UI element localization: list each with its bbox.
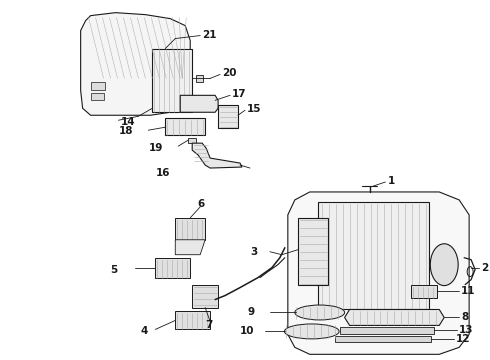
Text: 15: 15 (247, 104, 262, 114)
Text: 21: 21 (202, 30, 217, 40)
Polygon shape (91, 93, 103, 100)
Ellipse shape (295, 305, 344, 320)
Text: 13: 13 (459, 325, 474, 336)
Ellipse shape (284, 324, 339, 339)
Polygon shape (155, 258, 190, 278)
Text: 11: 11 (461, 285, 476, 296)
Polygon shape (180, 95, 218, 112)
Polygon shape (188, 138, 196, 143)
Polygon shape (196, 75, 203, 82)
Text: 17: 17 (232, 89, 246, 99)
Polygon shape (298, 198, 461, 347)
Polygon shape (175, 240, 205, 255)
Text: 9: 9 (248, 307, 255, 318)
Text: 6: 6 (197, 199, 204, 209)
Polygon shape (91, 82, 104, 90)
Polygon shape (218, 105, 238, 128)
Text: 10: 10 (240, 327, 254, 336)
Polygon shape (298, 218, 328, 285)
Text: 2: 2 (481, 263, 489, 273)
Polygon shape (175, 218, 205, 240)
Text: 1: 1 (388, 176, 395, 186)
Text: 3: 3 (250, 247, 257, 257)
Polygon shape (412, 285, 437, 298)
Text: 19: 19 (148, 143, 163, 153)
Text: 8: 8 (461, 312, 468, 323)
Text: 4: 4 (141, 327, 148, 336)
Polygon shape (344, 310, 444, 325)
Polygon shape (175, 311, 210, 329)
Polygon shape (81, 13, 190, 115)
Polygon shape (318, 202, 429, 310)
Text: 5: 5 (111, 265, 118, 275)
Text: 14: 14 (121, 117, 135, 127)
Polygon shape (288, 192, 469, 354)
Polygon shape (340, 328, 434, 334)
Text: 18: 18 (119, 126, 133, 136)
Polygon shape (192, 143, 242, 168)
Ellipse shape (430, 244, 458, 285)
Polygon shape (152, 49, 192, 112)
Text: 12: 12 (456, 334, 471, 345)
Text: 7: 7 (205, 320, 213, 330)
Polygon shape (165, 118, 205, 135)
Text: 16: 16 (155, 168, 170, 178)
Polygon shape (87, 15, 182, 78)
Polygon shape (335, 336, 431, 342)
Text: 20: 20 (222, 68, 237, 78)
Polygon shape (192, 285, 218, 307)
